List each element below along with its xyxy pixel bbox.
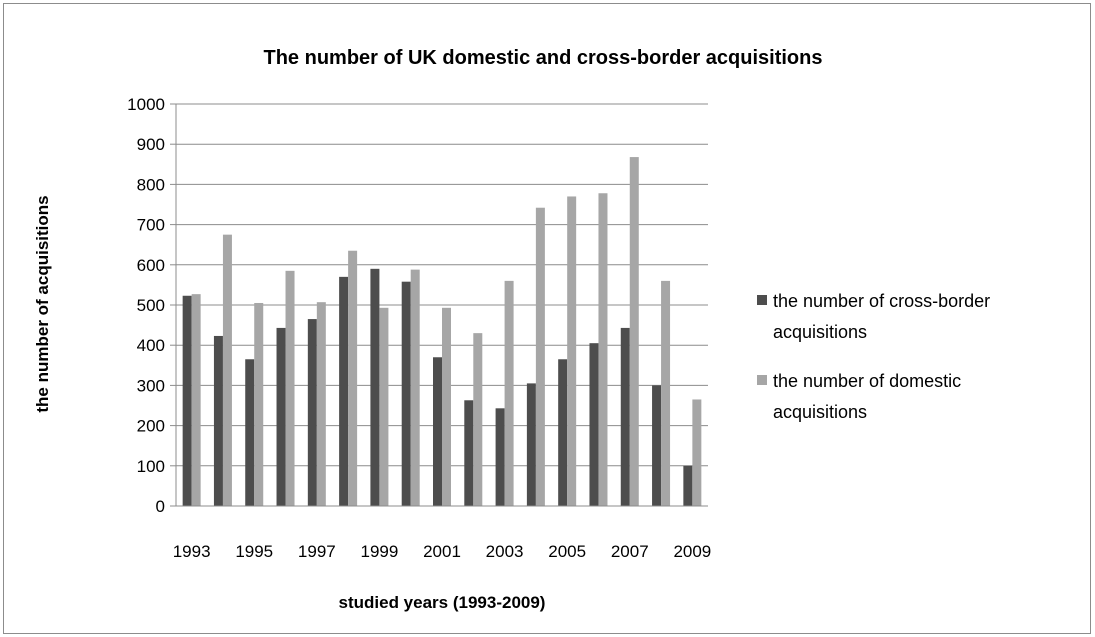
bar-domestic-1994 [222,234,232,506]
x-tick-label: 2007 [611,542,649,561]
legend-label: the number of cross-border [773,291,990,311]
x-tick-label: 1999 [360,542,398,561]
y-tick-label: 100 [137,457,165,476]
x-tick-label: 1995 [235,542,273,561]
bar-domestic-2001 [442,307,451,506]
bar-domestic-1998 [348,250,358,506]
bar-domestic-2008 [661,280,671,506]
legend-swatch-cross-border [757,295,767,305]
bar-cross-border-2007 [620,327,630,506]
y-axis-ticks: 0 100 200 300 400 500 600 700 800 900 1000 [127,95,176,516]
bar-cross-border-1995 [245,359,255,506]
y-axis-title: the number of acquisitions [33,195,52,412]
x-axis-ticks: 1993 1995 1997 1999 2001 2003 2005 2007 2009 [173,542,712,561]
bar-cross-border-2004 [526,383,536,506]
bar-cross-border-1993 [182,295,192,506]
axes [175,104,708,507]
bar-cross-border-2009 [683,465,693,506]
bar-domestic-2007 [629,157,639,506]
y-tick-label: 0 [156,497,165,516]
chart-frame: The number of UK domestic and cross-bord… [3,3,1091,634]
bar-domestic-1999 [379,307,389,506]
bar-domestic-2004 [535,207,545,506]
bar-domestic-1997 [316,302,326,506]
x-tick-label: 2003 [486,542,524,561]
y-tick-label: 900 [137,135,165,154]
bar-cross-border-2001 [433,357,442,506]
y-tick-label: 400 [137,336,165,355]
x-axis-title: studied years (1993-2009) [339,593,546,612]
y-tick-label: 700 [137,216,165,235]
x-tick-label: 2005 [548,542,586,561]
bar-cross-border-1998 [339,276,349,506]
bars [182,157,702,506]
bar-domestic-2003 [504,280,514,506]
bar-domestic-2002 [473,333,483,506]
bar-chart: The number of UK domestic and cross-bord… [33,47,990,612]
chart-title: The number of UK domestic and cross-bord… [264,47,823,69]
y-tick-label: 600 [137,256,165,275]
bar-domestic-2009 [692,399,702,506]
y-tick-label: 1000 [127,95,165,114]
bar-domestic-1995 [254,302,264,506]
y-tick-label: 800 [137,175,165,194]
legend: the number of cross-border acquisitions th… [757,291,990,422]
x-tick-label: 2001 [423,542,461,561]
bar-domestic-2005 [567,196,577,506]
legend-label: the number of domestic [773,371,961,391]
bar-cross-border-1997 [307,319,317,506]
legend-label: acquisitions [773,402,867,422]
bar-cross-border-2000 [401,281,411,506]
y-tick-label: 500 [137,296,165,315]
x-tick-label: 1993 [173,542,211,561]
bar-cross-border-2008 [652,385,662,506]
legend-swatch-domestic [757,375,767,385]
bar-cross-border-1994 [213,335,223,506]
x-tick-label: 1997 [298,542,336,561]
bar-domestic-2006 [598,193,608,506]
y-tick-label: 300 [137,376,165,395]
gridlines [176,103,708,467]
bar-domestic-2000 [410,269,420,506]
x-tick-label: 2009 [673,542,711,561]
bar-cross-border-1996 [276,327,286,506]
bar-cross-border-2003 [495,408,505,506]
bar-cross-border-2006 [589,343,599,506]
bar-cross-border-2005 [558,359,568,506]
legend-label: acquisitions [773,322,867,342]
bar-cross-border-1999 [370,268,380,506]
bar-domestic-1996 [285,270,295,506]
bar-domestic-1993 [191,294,201,506]
y-tick-label: 200 [137,417,165,436]
bar-cross-border-2002 [464,400,474,506]
